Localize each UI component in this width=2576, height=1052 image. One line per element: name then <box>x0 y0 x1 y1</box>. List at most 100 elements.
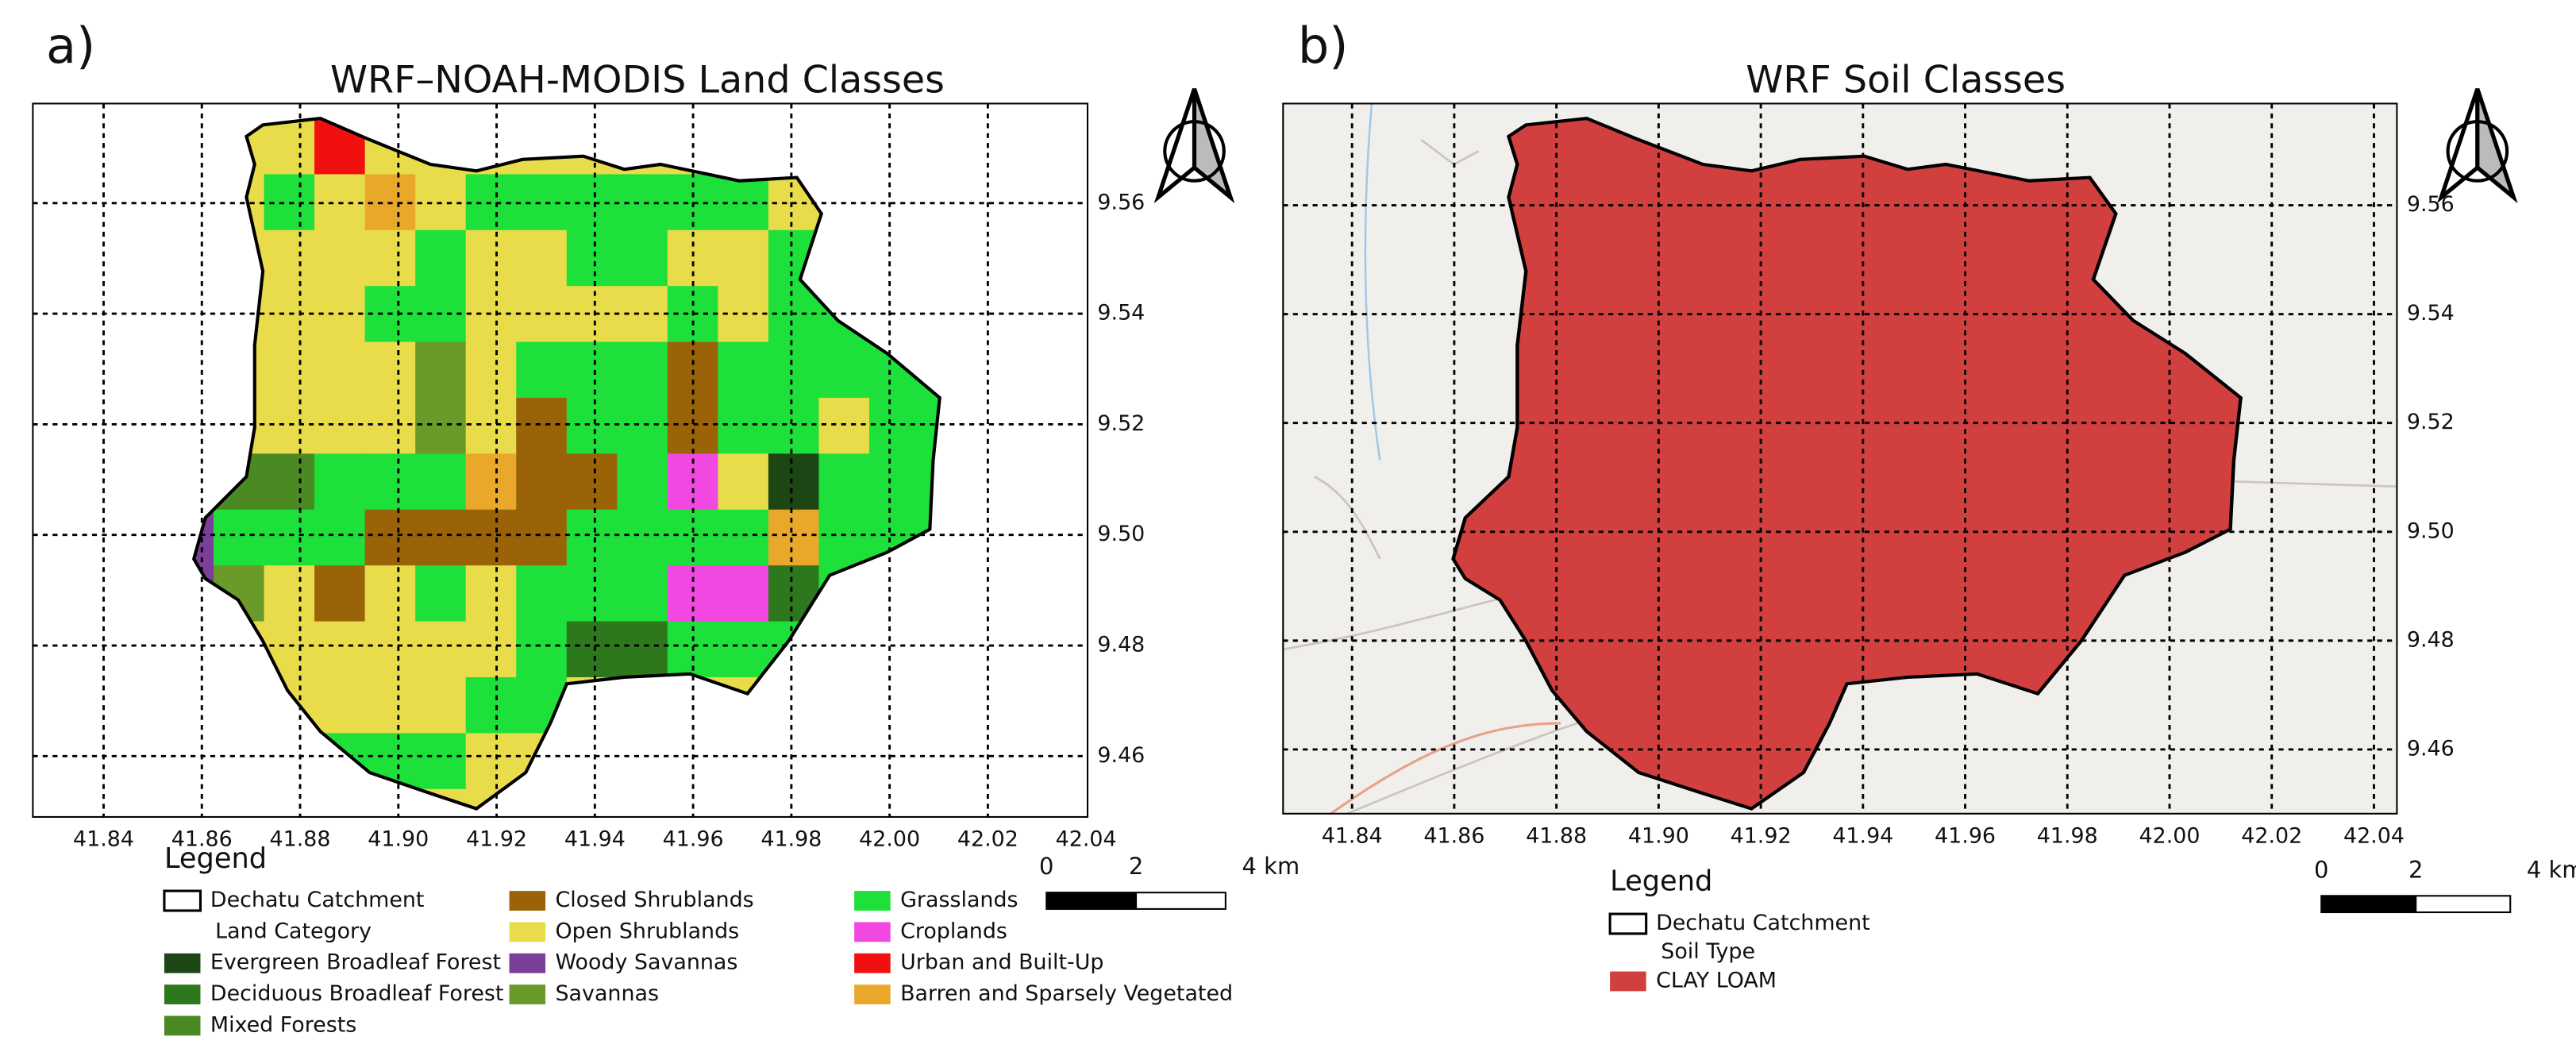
land-cell <box>314 509 366 566</box>
land-cell <box>617 621 668 678</box>
land-cell <box>264 118 315 175</box>
legend-swatch <box>509 953 546 973</box>
land-cell <box>617 733 668 790</box>
land-cell <box>667 229 718 287</box>
land-cell <box>314 229 366 287</box>
land-cell <box>194 676 214 734</box>
land-cell <box>768 676 819 734</box>
map-frame <box>32 102 1089 818</box>
land-cell <box>818 733 870 790</box>
land-cell <box>364 398 416 454</box>
x-tick-label: 41.90 <box>368 827 429 851</box>
land-cell <box>868 621 920 678</box>
x-tick-label: 42.00 <box>859 827 920 851</box>
land-cell <box>364 341 416 399</box>
land-cell <box>919 509 940 566</box>
land-cell <box>194 286 214 343</box>
land-cell <box>868 453 920 511</box>
legend-group: Land Category <box>215 919 372 943</box>
land-cell <box>566 453 618 511</box>
x-tick-label: 41.94 <box>564 827 626 851</box>
legend-label: Mixed Forests <box>210 1012 356 1037</box>
land-cell <box>465 621 517 678</box>
x-tick-label: 41.96 <box>1935 823 1996 848</box>
land-cell <box>919 341 940 399</box>
legend-label: Open Shrublands <box>555 919 739 943</box>
land-cell <box>566 229 618 287</box>
legend-label: Grasslands <box>900 888 1018 912</box>
land-cell <box>214 676 264 734</box>
map-frame <box>1282 102 2398 815</box>
land-cell <box>516 621 568 678</box>
y-tick-label: 9.52 <box>2407 410 2455 434</box>
land-cell <box>667 733 718 790</box>
land-cell <box>768 453 819 511</box>
land-cell <box>415 453 467 511</box>
panel-label: a) <box>46 17 95 75</box>
x-tick-label: 41.84 <box>73 827 134 851</box>
land-cell <box>818 229 870 287</box>
land-cell <box>516 229 568 287</box>
scale-segment <box>2415 895 2512 914</box>
land-cell <box>465 733 517 790</box>
land-cell <box>364 453 416 511</box>
land-cell <box>768 118 819 175</box>
land-cell <box>818 509 870 566</box>
land-cell <box>768 509 819 566</box>
y-tick-label: 9.48 <box>2407 627 2455 652</box>
x-tick-label: 42.02 <box>957 827 1018 851</box>
land-cell <box>415 676 467 734</box>
x-tick-label: 42.00 <box>2139 823 2201 848</box>
land-cell <box>919 733 940 790</box>
land-cell <box>868 398 920 454</box>
land-cell <box>768 565 819 622</box>
land-cell <box>415 341 467 399</box>
land-cell <box>194 398 214 454</box>
legend-swatch <box>854 891 891 911</box>
y-tick-label: 9.50 <box>2407 518 2455 543</box>
land-cell <box>214 341 264 399</box>
land-cell <box>214 733 264 790</box>
land-cell <box>264 509 315 566</box>
land-cell <box>214 118 264 175</box>
land-cell <box>415 229 467 287</box>
land-cell <box>919 565 940 622</box>
north-arrow <box>1153 87 1235 204</box>
scale-label: 4 km <box>2527 856 2576 883</box>
y-tick-label: 9.46 <box>1097 743 1145 768</box>
land-cell <box>465 453 517 511</box>
land-cell <box>818 676 870 734</box>
legend-swatch <box>1608 912 1648 935</box>
land-cell <box>768 341 819 399</box>
legend-swatch <box>509 985 546 1004</box>
land-cell <box>718 733 769 790</box>
land-cell <box>314 398 366 454</box>
legend-label: Dechatu Catchment <box>1656 911 1870 935</box>
land-cell <box>818 341 870 399</box>
legend-swatch <box>854 985 891 1004</box>
land-cell <box>465 676 517 734</box>
x-tick-label: 41.88 <box>270 827 331 851</box>
land-cell <box>566 565 618 622</box>
legend-title: Legend <box>164 842 267 875</box>
land-cell <box>566 398 618 454</box>
land-cell <box>465 565 517 622</box>
scale-segment <box>1135 892 1226 910</box>
land-cell <box>768 229 819 287</box>
land-cell <box>415 565 467 622</box>
x-tick-label: 41.90 <box>1628 823 1689 848</box>
legend-swatch <box>509 922 546 942</box>
legend-label: CLAY LOAM <box>1656 968 1777 992</box>
land-cell <box>194 565 214 622</box>
land-cell <box>818 621 870 678</box>
y-tick-label: 9.54 <box>2407 301 2455 326</box>
legend-swatch <box>164 985 201 1004</box>
x-tick-label: 41.98 <box>2037 823 2098 848</box>
north-arrow <box>2437 87 2518 204</box>
scale-label: 2 <box>2409 856 2423 883</box>
x-tick-label: 41.92 <box>466 827 527 851</box>
land-cell <box>566 733 618 790</box>
y-tick-label: 9.48 <box>1097 633 1145 657</box>
